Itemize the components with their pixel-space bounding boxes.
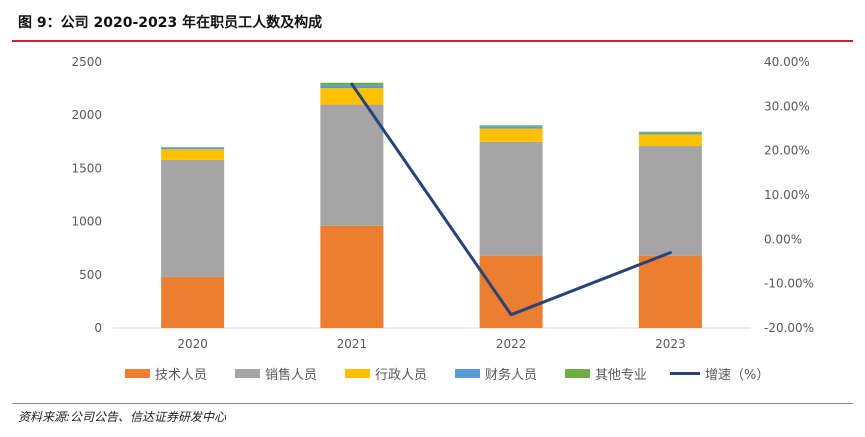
growth-line	[350, 82, 672, 317]
bar-2020	[161, 147, 225, 150]
legend-label: 行政人员	[375, 368, 427, 383]
legend-label: 技术人员	[155, 368, 207, 383]
left-axis-tick-label: 2500	[71, 55, 102, 69]
legend-swatch	[345, 369, 370, 378]
left-axis-tick-label: 1000	[71, 215, 102, 229]
bar-2021	[320, 104, 384, 226]
legend-swatch	[125, 369, 150, 378]
bar-2023	[638, 134, 702, 147]
figure-title: 图 9：公司 2020-2023 年在职员工人数及构成	[18, 15, 323, 31]
left-axis-tick-label: 2000	[71, 108, 102, 122]
bar-2023	[638, 131, 702, 133]
bar-2023	[638, 132, 702, 135]
bar-2020	[161, 159, 225, 277]
right-axis-tick-label: 10.00%	[764, 188, 810, 202]
bar-2020	[161, 149, 225, 160]
right-axis-tick-label: 20.00%	[764, 144, 810, 158]
right-axis-tick-label: -20.00%	[764, 321, 814, 335]
x-axis-tick-label: 2021	[337, 337, 368, 351]
source-note: 资料来源:公司公告、信达证券研发中心	[18, 410, 227, 424]
bar-2023	[638, 255, 702, 328]
bar-2021	[320, 88, 384, 105]
left-axis-tick-label: 0	[94, 321, 102, 335]
bar-2021	[320, 225, 384, 328]
title-rule	[12, 40, 853, 42]
right-axis-tick-label: -10.00%	[764, 277, 814, 291]
x-axis-tick-label: 2020	[177, 337, 208, 351]
right-axis-tick-label: 0.00%	[764, 232, 802, 246]
right-axis-tick-label: 30.00%	[764, 99, 810, 113]
legend-swatch	[455, 369, 480, 378]
legend-label: 其他专业	[595, 368, 647, 383]
left-axis-tick-label: 1500	[71, 161, 102, 175]
left-axis-tick-label: 500	[79, 268, 102, 282]
bar-2022	[479, 128, 543, 142]
bar-2022	[479, 255, 543, 328]
legend-swatch	[565, 369, 590, 378]
legend-label: 增速（%）	[705, 368, 769, 383]
x-axis-tick-label: 2023	[655, 337, 686, 351]
x-axis-tick-label: 2022	[496, 337, 527, 351]
legend-label: 财务人员	[485, 367, 537, 383]
bar-2022	[479, 125, 543, 127]
bar-2022	[479, 126, 543, 129]
source-rule	[12, 403, 853, 404]
right-axis-tick-label: 40.00%	[764, 55, 810, 69]
bar-2023	[638, 146, 702, 256]
bar-2020	[161, 147, 225, 148]
legend-swatch	[235, 369, 260, 378]
bar-2020	[161, 276, 225, 328]
bar-2022	[479, 141, 543, 256]
legend-label: 销售人员	[265, 367, 317, 383]
